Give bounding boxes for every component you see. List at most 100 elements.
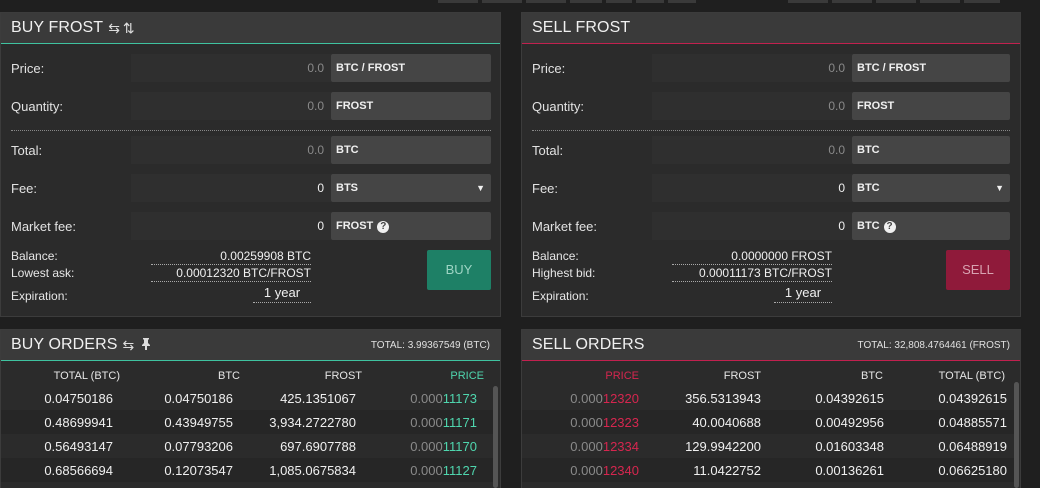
help-icon[interactable]: ?: [377, 221, 390, 233]
market-fee-asset: FROST?: [331, 212, 491, 240]
column-header-frost[interactable]: FROST: [723, 370, 761, 382]
fee-value: 0: [652, 174, 852, 202]
lowest-ask-value[interactable]: 0.00012320 BTC/FROST: [151, 266, 311, 282]
top-tab[interactable]: [964, 0, 1000, 3]
order-total: 0.68566694: [44, 463, 113, 478]
market-fee-asset: BTC?: [852, 212, 1010, 240]
order-frost: 1,085.0675834: [269, 463, 356, 478]
quantity-input[interactable]: 0.0: [652, 92, 852, 120]
form-divider: [11, 130, 491, 131]
order-btc: 0.43949755: [164, 415, 233, 430]
quantity-unit: FROST: [331, 92, 491, 120]
total-input[interactable]: 0.0: [131, 136, 331, 164]
total-input[interactable]: 0.0: [652, 136, 852, 164]
fee-label: Fee:: [532, 181, 559, 196]
fee-asset-select[interactable]: BTS ▼: [331, 174, 491, 202]
scrollbar[interactable]: [1014, 382, 1019, 488]
market-fee-label: Market fee:: [532, 219, 598, 234]
column-header-frost[interactable]: FROST: [324, 370, 362, 382]
order-price: 0.00011173: [410, 391, 477, 406]
order-btc: 0.01603348: [815, 439, 884, 454]
buy-form-panel: BUY FROST ⇆ ⇅ Price: 0.0 BTC / FROST Qua…: [0, 12, 501, 317]
order-total: 0.56493147: [44, 439, 113, 454]
price-input[interactable]: 0.0: [131, 54, 331, 82]
fee-asset-select[interactable]: BTC ▼: [852, 174, 1010, 202]
price-digits: 12323: [602, 415, 639, 430]
market-fee-label: Market fee:: [11, 219, 77, 234]
sell-panel-title: SELL FROST: [532, 19, 631, 36]
chevron-down-icon: ▼: [476, 183, 485, 193]
order-frost: 11.0422752: [693, 463, 761, 478]
total-label: Total:: [532, 143, 564, 158]
order-frost: 3,934.2722780: [269, 415, 356, 430]
sell-orders-total: TOTAL: 32,808.4764461 (FROST): [857, 340, 1010, 351]
order-total: 0.04750186: [44, 391, 113, 406]
swap-arrows-icon[interactable]: ⇆: [108, 19, 120, 36]
top-tab[interactable]: [482, 0, 522, 3]
expiration-select[interactable]: 1 year: [774, 285, 832, 303]
pin-icon[interactable]: [140, 337, 152, 353]
top-tab[interactable]: [570, 0, 602, 3]
total-unit: BTC: [852, 136, 1010, 164]
up-down-arrows-icon[interactable]: ⇅: [122, 19, 135, 36]
order-total: 0.04885571: [938, 415, 1007, 430]
buy-button[interactable]: BUY: [427, 250, 491, 290]
order-btc: 0.12073547: [164, 463, 233, 478]
order-price: 0.00012320: [570, 391, 639, 406]
top-tab[interactable]: [832, 0, 872, 3]
top-tab[interactable]: [920, 0, 960, 3]
top-tab[interactable]: [438, 0, 478, 3]
balance-value[interactable]: 0.0000000 FROST: [672, 249, 832, 265]
table-row[interactable]: 0.00012334 129.9942200 0.01603348 0.0648…: [522, 434, 1014, 458]
order-frost: 425.1351067: [280, 391, 356, 406]
help-icon[interactable]: ?: [883, 221, 896, 233]
price-digits: 11171: [442, 415, 477, 430]
sell-orders-title: SELL ORDERS: [532, 336, 645, 353]
swap-arrows-icon[interactable]: ⇆: [122, 336, 135, 353]
buy-orders-column-headers: TOTAL (BTC) BTC FROST PRICE: [1, 362, 500, 388]
table-row[interactable]: 0.00012320 356.5313943 0.04392615 0.0439…: [522, 386, 1014, 410]
price-prefix: 0.000: [570, 463, 603, 478]
column-header-price[interactable]: PRICE: [605, 370, 639, 382]
price-digits: 11127: [442, 463, 477, 478]
price-label: Price:: [11, 61, 45, 76]
price-label: Price:: [532, 61, 566, 76]
highest-bid-value[interactable]: 0.00011173 BTC/FROST: [672, 266, 832, 282]
buy-panel-title: BUY FROST: [11, 19, 104, 36]
table-row[interactable]: 0.48699941 0.43949755 3,934.2722780 0.00…: [1, 410, 493, 434]
order-frost: 40.0040688: [692, 415, 761, 430]
top-tab[interactable]: [788, 0, 828, 3]
order-btc: 0.07793206: [164, 439, 233, 454]
table-row[interactable]: 0.56493147 0.07793206 697.6907788 0.0001…: [1, 434, 493, 458]
column-header-total[interactable]: TOTAL (BTC): [938, 370, 1005, 382]
order-frost: 129.9942200: [685, 439, 761, 454]
table-row[interactable]: 0.68566694 0.12073547 1,085.0675834 0.00…: [1, 458, 493, 482]
market-fee-value: 0: [131, 212, 331, 240]
order-price: 0.00011127: [410, 463, 477, 478]
expiration-select[interactable]: 1 year: [253, 285, 311, 303]
scrollbar[interactable]: [493, 386, 498, 488]
top-tab[interactable]: [876, 0, 916, 3]
balance-value[interactable]: 0.00259908 BTC: [151, 249, 311, 265]
column-header-btc[interactable]: BTC: [861, 370, 883, 382]
top-tab[interactable]: [606, 0, 632, 3]
quantity-label: Quantity:: [532, 99, 585, 114]
column-header-price[interactable]: PRICE: [450, 370, 484, 382]
top-tab[interactable]: [668, 0, 696, 3]
sell-button[interactable]: SELL: [946, 250, 1010, 290]
fee-label: Fee:: [11, 181, 38, 196]
table-row[interactable]: 0.04750186 0.04750186 425.1351067 0.0001…: [1, 386, 493, 410]
column-header-total[interactable]: TOTAL (BTC): [53, 370, 120, 382]
top-tab[interactable]: [636, 0, 664, 3]
top-tab[interactable]: [526, 0, 566, 3]
price-input[interactable]: 0.0: [652, 54, 852, 82]
order-btc: 0.04392615: [815, 391, 884, 406]
table-row[interactable]: 0.00012323 40.0040688 0.00492956 0.04885…: [522, 410, 1014, 434]
table-row[interactable]: 0.00012340 11.0422752 0.00136261 0.06625…: [522, 458, 1014, 482]
price-digits: 11173: [442, 391, 477, 406]
quantity-input[interactable]: 0.0: [131, 92, 331, 120]
order-btc: 0.00492956: [815, 415, 884, 430]
column-header-btc[interactable]: BTC: [218, 370, 240, 382]
price-prefix: 0.000: [410, 439, 443, 454]
order-frost: 356.5313943: [685, 391, 761, 406]
